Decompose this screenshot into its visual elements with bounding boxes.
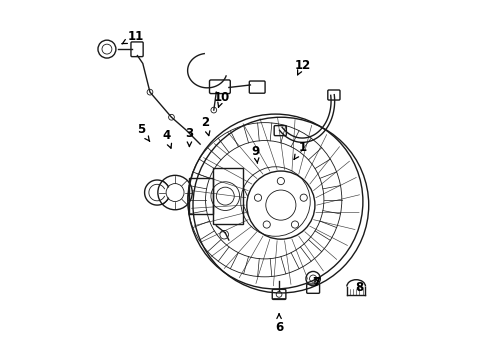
Text: 12: 12: [294, 59, 311, 75]
Text: 4: 4: [162, 129, 171, 148]
Text: 5: 5: [137, 123, 149, 141]
Text: 10: 10: [214, 91, 230, 107]
Text: 7: 7: [313, 276, 321, 289]
Text: 1: 1: [294, 141, 306, 159]
Text: 3: 3: [185, 127, 194, 147]
Text: 9: 9: [252, 145, 260, 163]
Text: 11: 11: [122, 30, 144, 44]
Text: 2: 2: [201, 116, 210, 136]
Text: 6: 6: [275, 314, 283, 333]
Text: 8: 8: [356, 281, 364, 294]
